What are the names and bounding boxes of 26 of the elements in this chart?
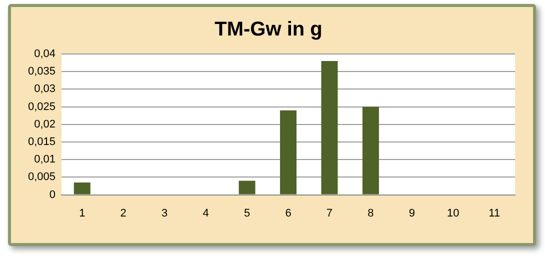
x-tick-label: 11 (488, 207, 500, 220)
y-tick-label: 0,02 (34, 118, 56, 130)
x-tick-label: 2 (120, 207, 126, 220)
x-tick-label: 10 (447, 207, 460, 220)
bar (280, 110, 297, 194)
x-tick-label: 7 (326, 207, 333, 220)
bar (362, 106, 379, 194)
chart-title: TM-Gw in g (214, 18, 322, 41)
y-tick-label: 0,04 (34, 48, 56, 60)
x-tick-label: 5 (244, 207, 250, 220)
y-tick-label: 0,005 (28, 171, 56, 184)
x-tick-label: 4 (202, 207, 209, 220)
y-tick-label: 0,035 (28, 66, 56, 78)
bar (321, 61, 338, 194)
x-tick-label: 1 (79, 207, 86, 220)
x-tick-label: 3 (162, 207, 168, 220)
bar (74, 182, 90, 194)
bar (238, 180, 256, 194)
y-tick-label: 0,015 (28, 136, 56, 148)
y-tick-label: 0,01 (34, 154, 56, 166)
y-tick-label: 0,03 (34, 83, 56, 96)
x-tick-label: 9 (408, 207, 415, 220)
x-tick-label: 6 (285, 207, 292, 220)
y-tick-label: 0,025 (28, 100, 56, 113)
y-tick-label: 0 (49, 188, 56, 201)
x-tick-label: 8 (368, 207, 374, 220)
